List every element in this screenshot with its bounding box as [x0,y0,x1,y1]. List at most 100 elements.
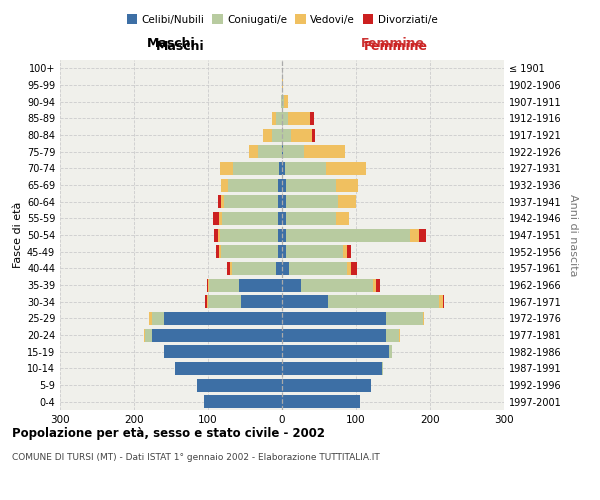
Bar [222,212,278,225]
Bar [241,295,282,308]
Bar [218,228,220,241]
Bar [282,312,386,325]
Bar [204,395,282,408]
Bar [206,278,208,291]
Bar [164,312,282,325]
Bar [218,195,221,208]
Bar [347,245,351,258]
Bar [278,212,282,225]
Bar [282,195,286,208]
Bar [278,195,282,208]
Bar [443,295,444,308]
Bar [278,245,282,258]
Bar [282,395,360,408]
Bar [214,228,218,241]
Bar [143,328,145,342]
Bar [343,245,347,258]
Bar [206,295,208,308]
Bar [279,162,282,175]
Bar [285,162,326,175]
Bar [419,228,426,241]
Bar [278,178,282,192]
Bar [250,145,259,158]
Bar [310,112,314,125]
Bar [286,212,336,225]
Bar [289,262,347,275]
Bar [149,312,152,325]
Bar [337,195,356,208]
Bar [208,278,209,291]
Bar [286,228,410,241]
Bar [209,278,239,291]
Bar [232,262,276,275]
Bar [224,195,278,208]
Bar [351,262,357,275]
Bar [278,228,282,241]
Text: Femmine: Femmine [361,37,425,50]
Bar [282,245,286,258]
Bar [152,312,164,325]
Bar [208,295,241,308]
Bar [219,245,221,258]
Bar [282,262,289,275]
Bar [272,128,282,141]
Bar [272,112,276,125]
Bar [239,278,282,291]
Bar [386,328,399,342]
Bar [152,328,282,342]
Bar [282,178,286,192]
Bar [347,262,351,275]
Bar [282,362,382,375]
Bar [221,195,224,208]
Bar [282,295,328,308]
Bar [281,95,282,108]
Bar [233,162,279,175]
Y-axis label: Anni di nascita: Anni di nascita [568,194,578,276]
Bar [282,128,291,141]
Bar [376,278,380,291]
Bar [301,278,373,291]
Bar [282,228,286,241]
Bar [282,378,371,392]
Bar [439,295,443,308]
Bar [197,378,282,392]
Bar [382,362,383,375]
Legend: Celibi/Nubili, Coniugati/e, Vedovi/e, Divorziati/e: Celibi/Nubili, Coniugati/e, Vedovi/e, Di… [122,10,442,29]
Bar [213,212,219,225]
Bar [311,128,316,141]
Text: Maschi: Maschi [155,40,205,52]
Bar [227,262,230,275]
Bar [219,212,222,225]
Bar [304,145,345,158]
Bar [282,328,386,342]
Bar [263,128,272,141]
Bar [422,312,424,325]
Bar [291,128,311,141]
Bar [220,162,233,175]
Bar [373,278,376,291]
Bar [286,178,336,192]
Bar [336,212,349,225]
Bar [230,262,232,275]
Bar [276,112,282,125]
Bar [221,178,228,192]
Text: Maschi: Maschi [146,37,196,50]
Bar [336,178,358,192]
Bar [216,245,219,258]
Bar [282,95,284,108]
Bar [410,228,419,241]
Bar [283,145,304,158]
Bar [221,245,278,258]
Bar [389,345,392,358]
Y-axis label: Fasce di età: Fasce di età [13,202,23,268]
Text: Popolazione per età, sesso e stato civile - 2002: Popolazione per età, sesso e stato civil… [12,428,325,440]
Bar [228,178,278,192]
Bar [282,112,288,125]
Bar [282,78,283,92]
Bar [399,328,400,342]
Bar [282,278,301,291]
Text: Femmine: Femmine [364,40,428,52]
Bar [282,162,285,175]
Bar [286,195,337,208]
Bar [220,228,278,241]
